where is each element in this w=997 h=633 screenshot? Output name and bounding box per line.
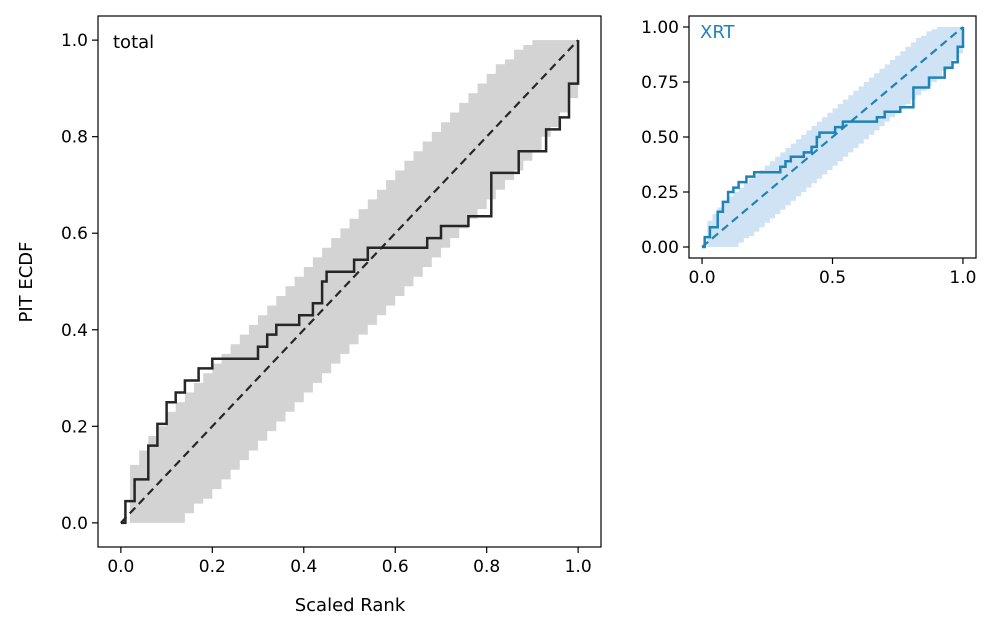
y-axis-label: PIT ECDF [16, 241, 37, 322]
y-tick-label: 0.8 [61, 128, 88, 148]
panel-label-xrt: XRT [700, 22, 736, 43]
axes-frame-total [97, 15, 602, 548]
x-axis-xrt: 0.0 0.5 1.0 [689, 258, 976, 288]
y-tick-label: 0.50 [641, 128, 679, 148]
x-tick-label: 0.0 [107, 557, 134, 577]
y-tick-label: 0.0 [61, 514, 88, 534]
x-tick-label: 0.5 [819, 268, 846, 288]
x-tick-label: 0.0 [689, 268, 716, 288]
uniform-reference-line-total [120, 39, 579, 524]
x-tick-label: 1.0 [949, 268, 976, 288]
x-tick-label: 0.6 [382, 557, 409, 577]
x-tick-label: 0.4 [290, 557, 317, 577]
uniform-reference-line-xrt [701, 26, 964, 248]
y-tick-label: 0.00 [641, 238, 679, 258]
panel-total: 0.0 0.2 0.4 0.6 0.8 1.0 0.0 0.2 0.4 0.6 0.8 1.0 tota… [16, 15, 602, 616]
x-tick-label: 0.2 [199, 557, 226, 577]
x-axis-total: 0.0 0.2 0.4 0.6 0.8 1.0 [107, 547, 592, 577]
panel-label-total: total [113, 32, 154, 53]
x-axis-label: Scaled Rank [295, 595, 406, 616]
y-tick-label: 0.4 [61, 321, 88, 341]
panel-xrt: 0.0 0.5 1.0 0.00 0.25 0.50 0.75 1.00 XRT [641, 15, 977, 288]
y-axis-total: 0.0 0.2 0.4 0.6 0.8 1.0 [61, 31, 98, 534]
y-tick-label: 0.25 [641, 183, 679, 203]
y-tick-label: 0.2 [61, 417, 88, 437]
y-axis-xrt: 0.00 0.25 0.50 0.75 1.00 [641, 18, 689, 258]
y-tick-label: 1.0 [61, 31, 88, 51]
y-tick-label: 0.75 [641, 73, 679, 93]
y-tick-label: 0.6 [61, 224, 88, 244]
ecdf-line-total [120, 40, 580, 525]
x-tick-label: 1.0 [565, 557, 592, 577]
x-tick-label: 0.8 [473, 557, 500, 577]
ecdf-line-xrt [702, 27, 965, 249]
y-tick-label: 1.00 [641, 18, 679, 38]
